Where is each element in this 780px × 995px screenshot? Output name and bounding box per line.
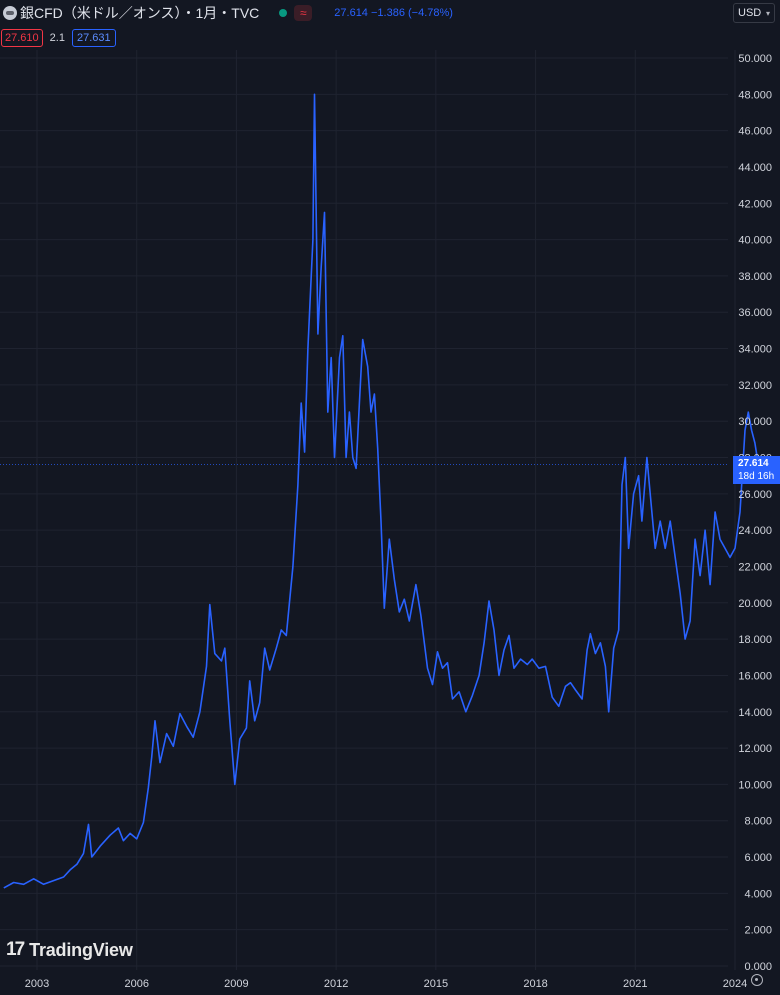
tradingview-logo-icon: 17 xyxy=(6,939,25,960)
silver-price-line xyxy=(3,93,760,889)
price-change-percent: (−4.78%) xyxy=(408,7,453,19)
currency-label: USD xyxy=(738,7,762,19)
indicator-row: 27.610 2.1 27.631 xyxy=(0,28,116,48)
y-tick-label: 32.000 xyxy=(738,380,772,392)
y-tick-label: 34.000 xyxy=(738,344,772,356)
x-tick-label: 2012 xyxy=(324,978,348,990)
y-tick-label: 46.000 xyxy=(738,126,772,138)
y-tick-label: 26.000 xyxy=(738,489,772,501)
x-tick-label: 2015 xyxy=(424,978,448,990)
y-tick-label: 50.000 xyxy=(738,53,772,65)
x-tick-label: 2006 xyxy=(124,978,148,990)
y-tick-label: 40.000 xyxy=(738,235,772,247)
indicator-value-plain[interactable]: 2.1 xyxy=(49,32,65,44)
gear-icon[interactable] xyxy=(751,974,763,986)
y-tick-label: 6.000 xyxy=(744,852,772,864)
y-tick-label: 24.000 xyxy=(738,525,772,537)
last-price-label: 27.614 18d 16h xyxy=(733,456,780,484)
last-price-value: 27.614 xyxy=(334,7,368,19)
tradingview-logo-text: TradingView xyxy=(29,939,133,960)
indicator-value-blue[interactable]: 27.631 xyxy=(71,29,116,47)
x-tick-label: 2021 xyxy=(623,978,647,990)
y-tick-label: 2.000 xyxy=(744,925,772,937)
time-axis[interactable]: 2003 2006 2009 2012 2015 2018 2021 2024 xyxy=(25,978,747,990)
y-tick-label: 20.000 xyxy=(738,598,772,610)
price-change: −1.386 xyxy=(371,7,405,19)
y-tick-label: 18.000 xyxy=(738,634,772,646)
y-tick-label: 10.000 xyxy=(738,779,772,791)
x-tick-label: 2003 xyxy=(25,978,49,990)
y-tick-label: 48.000 xyxy=(738,89,772,101)
y-tick-label: 16.000 xyxy=(738,670,772,682)
y-tick-label: 44.000 xyxy=(738,162,772,174)
y-tick-label: 36.000 xyxy=(738,307,772,319)
price-axis[interactable]: 0.000 2.000 4.000 6.000 8.000 10.000 12.000 14.… xyxy=(738,53,772,973)
y-tick-label: 14.000 xyxy=(738,707,772,719)
bar-countdown: 18d 16h xyxy=(738,471,775,482)
y-tick-label: 30.000 xyxy=(738,416,772,428)
x-tick-label: 2024 xyxy=(723,978,747,990)
y-tick-label: 0.000 xyxy=(744,961,772,973)
chart-header: 銀CFD（米ドル／オンス）・1月・TVC ≈ 27.614 −1.386 (−4… xyxy=(0,0,728,26)
currency-selector[interactable]: USD ▾ xyxy=(733,3,775,23)
price-tag-value: 27.614 xyxy=(738,458,769,469)
silver-symbol-icon xyxy=(3,6,17,20)
market-open-status-icon xyxy=(279,9,288,17)
y-tick-label: 42.000 xyxy=(738,198,772,210)
approx-data-icon[interactable]: ≈ xyxy=(294,5,313,21)
y-tick-label: 38.000 xyxy=(738,271,772,283)
y-tick-label: 22.000 xyxy=(738,561,772,573)
x-tick-label: 2018 xyxy=(523,978,547,990)
x-tick-label: 2009 xyxy=(224,978,248,990)
tradingview-logo[interactable]: 17 TradingView xyxy=(6,939,133,961)
y-tick-label: 12.000 xyxy=(738,743,772,755)
chart-grid xyxy=(0,50,736,970)
quote-values: 27.614 −1.386 (−4.78%) xyxy=(334,7,453,19)
chevron-down-icon: ▾ xyxy=(765,8,770,18)
symbol-title[interactable]: 銀CFD（米ドル／オンス）・1月・TVC xyxy=(20,5,260,21)
y-tick-label: 4.000 xyxy=(744,888,772,900)
y-tick-label: 8.000 xyxy=(744,816,772,828)
indicator-value-red[interactable]: 27.610 xyxy=(1,29,43,47)
